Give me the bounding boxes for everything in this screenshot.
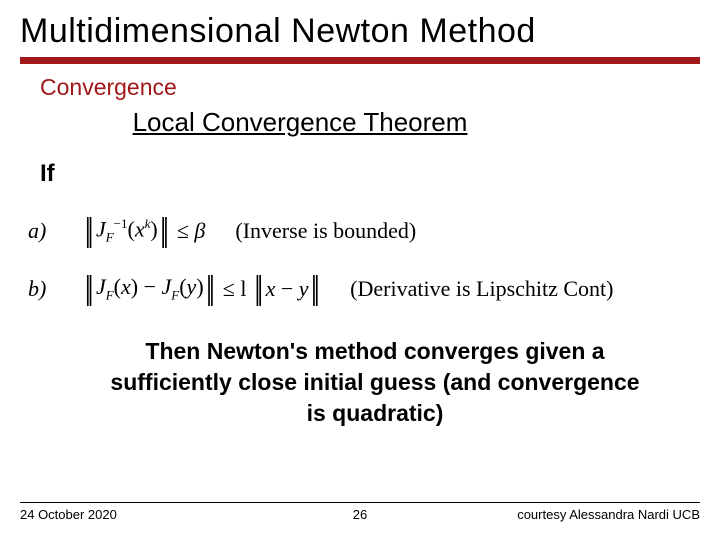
subtitle: Convergence (40, 74, 700, 101)
footer-page: 26 (353, 507, 367, 522)
theorem-heading: Local Convergence Theorem (80, 107, 520, 138)
if-label: If (40, 160, 700, 188)
cond-a-ineq: ≤ β (171, 218, 205, 244)
footer-row: 24 October 2020 26 courtesy Alessandra N… (20, 507, 700, 522)
cond-b-rhs: x − y (266, 276, 309, 302)
cond-b-label: b) (28, 276, 46, 302)
page-title: Multidimensional Newton Method (20, 12, 700, 51)
condition-a: a) || JF−1(xk) || ≤ β (Inverse is bounde… (28, 214, 700, 248)
norm-open-icon: || (84, 214, 90, 248)
cond-b-note: (Derivative is Lipschitz Cont) (350, 276, 613, 302)
condition-b: b) || JF(x) − JF(y) || ≤ l || x − y || (… (28, 272, 700, 306)
norm-open-icon: || (254, 272, 260, 306)
cond-a-inner: JF−1(xk) (96, 216, 158, 246)
norm-open-icon: || (84, 272, 90, 306)
cond-b-lhs: JF(x) − JF(y) (96, 274, 204, 303)
norm-close-icon: || (311, 272, 317, 306)
cond-b-leq: ≤ l (217, 276, 252, 302)
cond-a-expr: || JF−1(xk) || ≤ β (84, 214, 205, 248)
norm-close-icon: || (206, 272, 212, 306)
slide-footer: 24 October 2020 26 courtesy Alessandra N… (20, 502, 700, 522)
cond-b-expr: || JF(x) − JF(y) || ≤ l || x − y || (84, 272, 320, 306)
conclusion-text: Then Newton's method converges given a s… (100, 336, 650, 429)
title-underline (20, 57, 700, 64)
footer-rule (20, 502, 700, 503)
cond-a-label: a) (28, 218, 46, 244)
norm-close-icon: || (160, 214, 166, 248)
footer-credit: courtesy Alessandra Nardi UCB (517, 507, 700, 522)
footer-date: 24 October 2020 (20, 507, 117, 522)
slide-container: Multidimensional Newton Method Convergen… (0, 0, 720, 540)
cond-a-note: (Inverse is bounded) (235, 218, 416, 244)
